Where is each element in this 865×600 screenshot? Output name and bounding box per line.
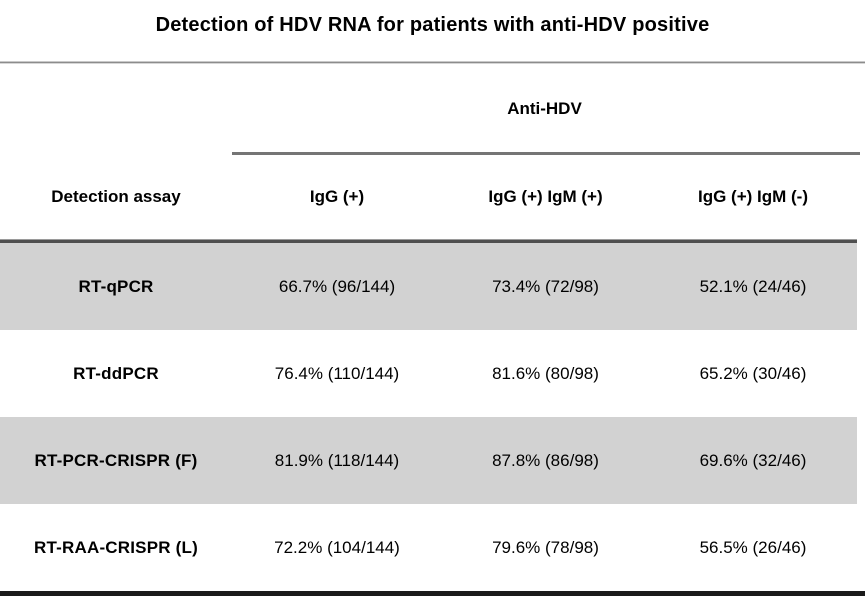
value-cell: 52.1% (24/46) — [699, 276, 807, 296]
value-cell: 76.4% (110/144) — [274, 363, 400, 383]
table-row-rt-raa-crispr-l: RT-RAA-CRISPR (L) 72.2% (104/144) 79.6% … — [0, 504, 857, 591]
assay-name: RT-PCR-CRISPR (F) — [34, 450, 198, 470]
value-cell: 56.5% (26/46) — [699, 537, 807, 557]
value-cell: 81.9% (118/144) — [274, 450, 400, 470]
header-body-divider — [0, 239, 857, 243]
title-divider — [0, 61, 865, 64]
group-header-anti-hdv: Anti-HDV — [507, 99, 582, 118]
assay-name: RT-ddPCR — [73, 363, 159, 383]
table-row-rt-pcr-crispr-f: RT-PCR-CRISPR (F) 81.9% (118/144) 87.8% … — [0, 417, 857, 504]
table-row-rt-qpcr: RT-qPCR 66.7% (96/144) 73.4% (72/98) 52.… — [0, 243, 857, 330]
column-header-row: Detection assay IgG (+) IgG (+) IgM (+) … — [0, 187, 857, 207]
value-cell: 69.6% (32/46) — [699, 450, 807, 470]
column-header-igg-pos: IgG (+) — [309, 187, 365, 206]
bottom-border — [0, 591, 865, 596]
table-body: RT-qPCR 66.7% (96/144) 73.4% (72/98) 52.… — [0, 243, 857, 591]
value-cell: 72.2% (104/144) — [274, 537, 400, 557]
value-cell: 79.6% (78/98) — [492, 537, 599, 557]
anti-hdv-divider — [232, 152, 860, 155]
value-cell: 73.4% (72/98) — [492, 276, 599, 296]
figure-title: Detection of HDV RNA for patients with a… — [155, 14, 710, 36]
assay-name: RT-qPCR — [78, 276, 154, 296]
value-cell: 81.6% (80/98) — [492, 363, 599, 383]
value-cell: 66.7% (96/144) — [278, 276, 396, 296]
value-cell: 65.2% (30/46) — [699, 363, 807, 383]
assay-name: RT-RAA-CRISPR (L) — [34, 537, 198, 557]
value-cell: 87.8% (86/98) — [492, 450, 599, 470]
table-row-rt-ddpcr: RT-ddPCR 76.4% (110/144) 81.6% (80/98) 6… — [0, 330, 857, 417]
column-header-igg-pos-igm-neg: IgG (+) IgM (-) — [697, 187, 808, 206]
column-header-detection-assay: Detection assay — [51, 187, 181, 206]
column-header-igg-pos-igm-pos: IgG (+) IgM (+) — [488, 187, 603, 206]
